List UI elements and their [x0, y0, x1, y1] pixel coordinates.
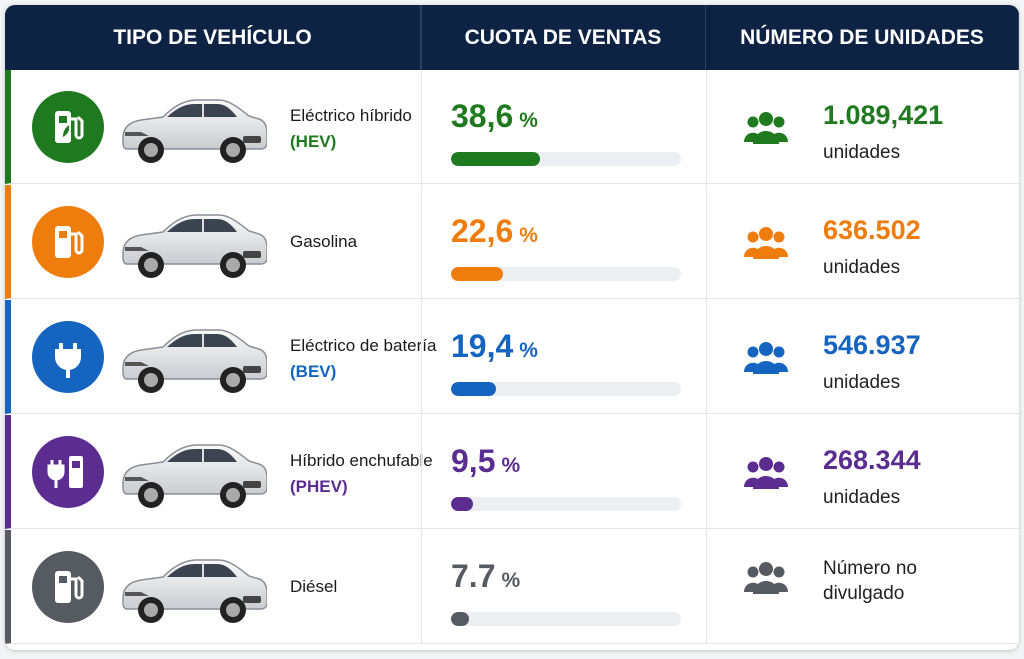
unit-count: 1.089,421	[823, 100, 944, 130]
people-icon	[743, 340, 789, 379]
column-header: NÚMERO DE UNIDADES	[706, 5, 1019, 70]
share-bar	[451, 152, 540, 166]
col-divider	[421, 300, 422, 414]
car-image	[117, 86, 268, 173]
type-icon	[32, 321, 104, 393]
col-divider	[421, 530, 422, 644]
share-value: 19,4%	[451, 328, 538, 365]
column-header: CUOTA DE VENTAS	[421, 5, 706, 70]
unit-count: 546.937	[823, 330, 921, 360]
share-track	[451, 497, 681, 511]
column-header: TIPO DE VEHÍCULO	[5, 5, 421, 70]
percent-sign: %	[501, 454, 521, 477]
col-divider	[421, 70, 422, 184]
vehicle-code: (BEV)	[290, 362, 337, 381]
percent-sign: %	[519, 109, 538, 132]
type-icon	[32, 91, 104, 163]
car-image	[117, 201, 268, 288]
unit-label: unidades	[823, 487, 901, 508]
col-divider	[706, 70, 707, 184]
table-row: Eléctrico de batería (BEV) 19,4% 546.937 uni…	[5, 300, 1019, 414]
type-icon	[32, 206, 104, 278]
col-divider	[706, 530, 707, 644]
unit-label: unidades	[823, 142, 901, 163]
car-image	[117, 316, 268, 403]
sales-table: TIPO DE VEHÍCULO CUOTA DE VENTAS NÚMERO DE…	[5, 5, 1019, 650]
share-number: 19,4	[451, 328, 514, 364]
unit-count: Número no divulgado	[823, 558, 917, 604]
share-track	[451, 267, 681, 281]
share-number: 7.7	[451, 558, 496, 594]
col-divider	[706, 185, 707, 299]
people-icon	[743, 225, 789, 264]
share-bar	[451, 497, 473, 511]
col-divider	[421, 415, 422, 529]
car-image	[117, 431, 268, 518]
people-icon	[743, 110, 789, 149]
vehicle-name: Diésel	[290, 577, 338, 596]
col-divider	[421, 5, 422, 70]
share-bar	[451, 382, 496, 396]
share-track	[451, 152, 681, 166]
share-number: 9,5	[451, 443, 496, 479]
share-bar	[451, 612, 469, 626]
share-value: 7.7%	[451, 558, 520, 595]
share-track	[451, 382, 681, 396]
share-value: 38,6%	[451, 98, 538, 135]
share-number: 22,6	[451, 213, 514, 249]
unit-label: unidades	[823, 257, 901, 278]
type-icon	[32, 436, 104, 508]
col-divider	[706, 300, 707, 414]
share-value: 22,6%	[451, 213, 538, 250]
vehicle-name: Híbrido enchufable	[290, 451, 433, 470]
table-row: Diésel 7.7% Número no divulgado	[5, 530, 1019, 644]
share-value: 9,5%	[451, 443, 520, 480]
col-divider	[706, 415, 707, 529]
table-row: Eléctrico híbrido (HEV) 38,6% 1.089,421 unid…	[5, 70, 1019, 184]
vehicle-name: Gasolina	[290, 232, 358, 251]
car-image	[117, 546, 268, 633]
share-bar	[451, 267, 503, 281]
unit-label: unidades	[823, 372, 901, 393]
unit-count: 636.502	[823, 215, 921, 245]
percent-sign: %	[519, 339, 538, 362]
share-number: 38,6	[451, 98, 514, 134]
people-icon	[743, 560, 789, 599]
vehicle-code: (HEV)	[290, 132, 337, 151]
table-row: Híbrido enchufable (PHEV) 9,5% 268.344 unida…	[5, 415, 1019, 529]
vehicle-name: Eléctrico de batería	[290, 336, 437, 355]
col-divider	[421, 185, 422, 299]
percent-sign: %	[501, 569, 521, 592]
percent-sign: %	[519, 224, 538, 247]
people-icon	[743, 455, 789, 494]
table-row: Gasolina 22,6% 636.502 unidades	[5, 185, 1019, 299]
vehicle-code: (PHEV)	[290, 477, 348, 496]
unit-count: 268.344	[823, 445, 921, 475]
type-icon	[32, 551, 104, 623]
share-track	[451, 612, 681, 626]
vehicle-name: Eléctrico híbrido	[290, 106, 412, 125]
